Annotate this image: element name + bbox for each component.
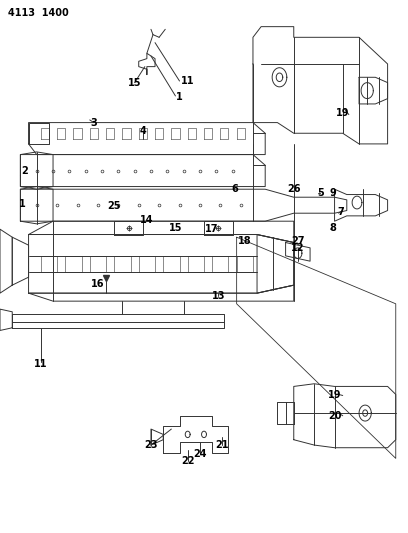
Text: 19: 19	[328, 391, 341, 400]
Text: 11: 11	[34, 359, 48, 368]
Text: 11: 11	[181, 76, 195, 86]
Text: 20: 20	[328, 411, 341, 421]
Text: 14: 14	[140, 215, 154, 224]
Text: 18: 18	[238, 236, 252, 246]
Text: 12: 12	[291, 243, 305, 253]
Text: 9: 9	[329, 188, 336, 198]
Text: 17: 17	[205, 224, 219, 234]
Text: 19: 19	[336, 108, 350, 118]
Text: 25: 25	[107, 201, 121, 211]
Text: 23: 23	[144, 440, 158, 450]
Text: 21: 21	[215, 440, 229, 450]
Text: 1: 1	[176, 92, 183, 102]
Text: 4: 4	[140, 126, 146, 135]
Text: 2: 2	[21, 166, 28, 175]
Text: 22: 22	[181, 456, 195, 466]
Text: 3: 3	[91, 118, 97, 127]
Text: 6: 6	[231, 184, 238, 194]
Text: 15: 15	[128, 78, 142, 87]
Text: 4113  1400: 4113 1400	[8, 9, 69, 18]
Text: 24: 24	[193, 449, 207, 459]
Text: 26: 26	[287, 184, 301, 194]
Text: 7: 7	[337, 207, 344, 216]
Text: 16: 16	[91, 279, 105, 288]
Text: 5: 5	[317, 188, 324, 198]
Text: 15: 15	[169, 223, 182, 232]
Text: 27: 27	[291, 236, 305, 246]
Text: 8: 8	[329, 223, 336, 233]
Text: 13: 13	[211, 291, 225, 301]
Text: 1: 1	[19, 199, 26, 208]
